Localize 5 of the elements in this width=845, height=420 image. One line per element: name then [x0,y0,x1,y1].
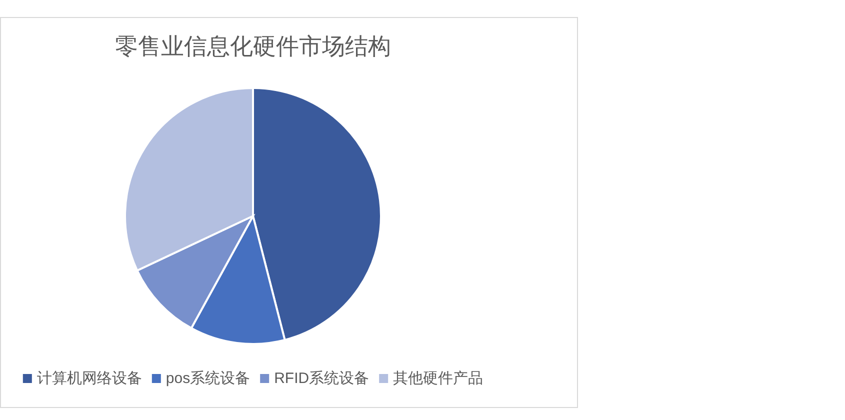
legend-label: pos系统设备 [166,370,250,387]
chart-title: 零售业信息化硬件市场结构 [115,33,391,59]
legend-label: RFID系统设备 [274,370,370,387]
legend-label: 计算机网络设备 [36,370,142,387]
legend-label: 其他硬件产品 [393,370,484,387]
